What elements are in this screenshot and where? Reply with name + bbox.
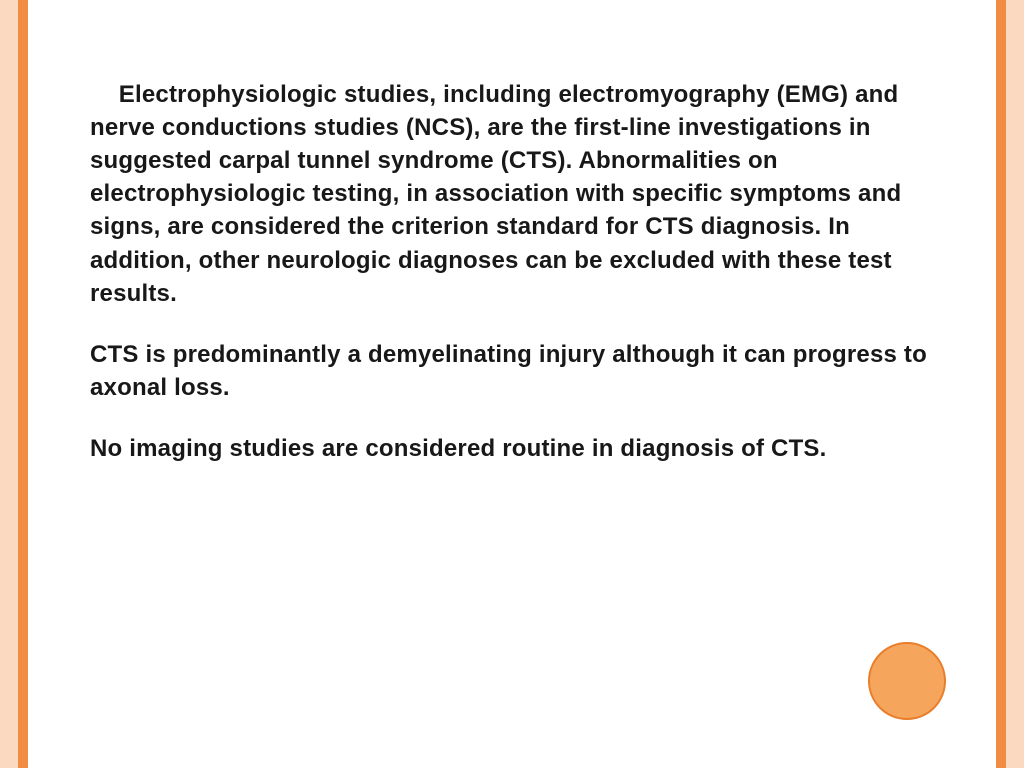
left-stripe-outer bbox=[0, 0, 18, 768]
right-stripe-outer bbox=[1006, 0, 1024, 768]
paragraph-2: CTS is predominantly a demyelinating inj… bbox=[90, 338, 954, 404]
paragraph-3: No imaging studies are considered routin… bbox=[90, 432, 954, 465]
accent-circle-icon bbox=[868, 642, 946, 720]
paragraph-1: Electrophysiologic studies, including el… bbox=[90, 78, 954, 310]
slide-content: Electrophysiologic studies, including el… bbox=[90, 78, 954, 493]
right-stripe-inner bbox=[996, 0, 1006, 768]
left-stripe-inner bbox=[18, 0, 28, 768]
